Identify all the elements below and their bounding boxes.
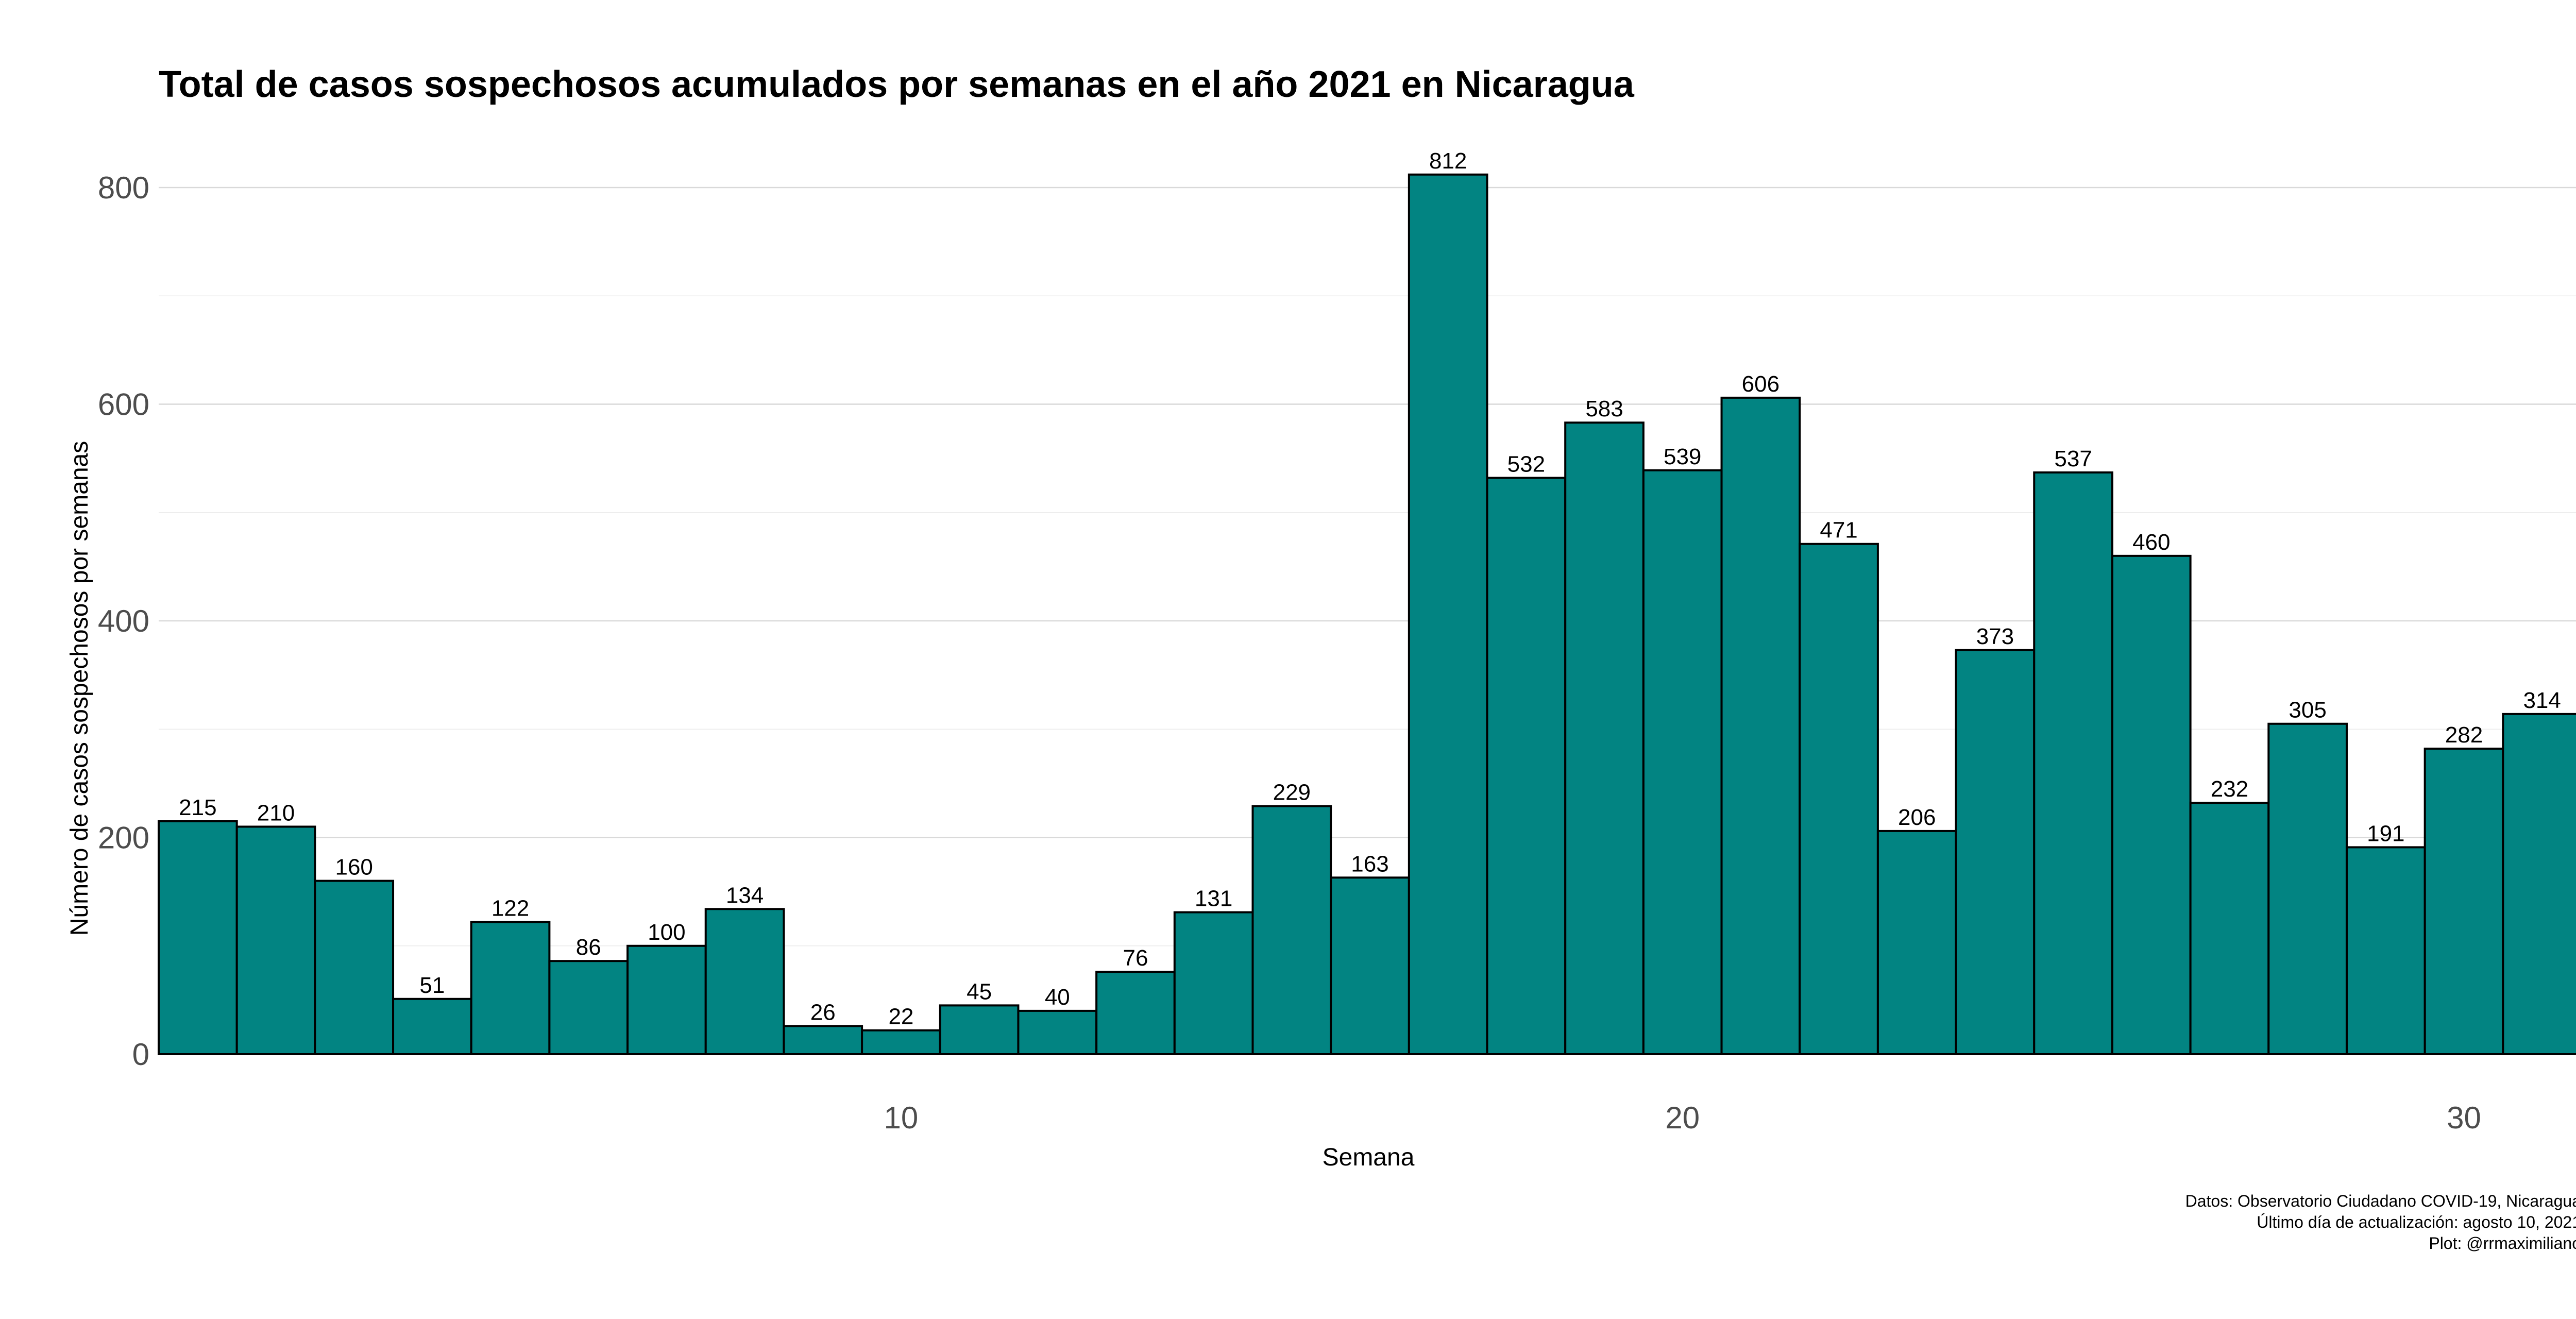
bar-value-label: 45 xyxy=(967,979,992,1004)
bar-week-14 xyxy=(1173,911,1254,1055)
bar-value-label: 86 xyxy=(576,935,601,960)
caption-line-1: Datos: Observatorio Ciudadano COVID-19, … xyxy=(2185,1192,2576,1210)
bar-value-label: 282 xyxy=(2445,722,2483,748)
bar-week-6 xyxy=(548,960,629,1056)
bar-week-4 xyxy=(392,997,472,1055)
bar-value-label: 131 xyxy=(1195,886,1232,911)
bar-week-22 xyxy=(1799,543,1879,1056)
bar-value-label: 51 xyxy=(419,973,445,998)
bar-week-23 xyxy=(1876,830,1957,1055)
bar-value-label: 460 xyxy=(2132,530,2170,555)
bar-week-1 xyxy=(158,820,238,1056)
bar-week-19 xyxy=(1564,421,1645,1055)
bar-value-label: 163 xyxy=(1351,851,1388,876)
bar-value-label: 305 xyxy=(2289,698,2326,723)
bar-week-15 xyxy=(1251,805,1332,1055)
bar-week-28 xyxy=(2267,722,2348,1056)
y-tick-label: 800 xyxy=(98,171,149,205)
bar-value-label: 373 xyxy=(1976,624,2014,649)
bar-value-label: 160 xyxy=(335,855,372,880)
bar-week-10 xyxy=(861,1029,941,1055)
bar-week-8 xyxy=(704,908,785,1055)
bar-week-7 xyxy=(626,944,707,1055)
bar-week-5 xyxy=(470,921,551,1055)
bar-value-label: 210 xyxy=(257,800,295,825)
bar-value-label: 606 xyxy=(1742,371,1780,397)
x-tick-label: 30 xyxy=(2447,1101,2481,1135)
bar-value-label: 76 xyxy=(1123,945,1148,971)
y-axis-title: Número de casos sospechosos por semanas xyxy=(66,441,93,936)
bar-week-13 xyxy=(1095,971,1176,1055)
bar-value-label: 812 xyxy=(1429,148,1467,174)
bar-week-12 xyxy=(1017,1009,1098,1056)
y-tick-label: 200 xyxy=(98,821,149,855)
bar-value-label: 206 xyxy=(1898,805,1936,830)
bar-week-27 xyxy=(2189,802,2270,1055)
bar-value-label: 22 xyxy=(888,1004,913,1029)
bar-week-16 xyxy=(1330,876,1410,1055)
bar-week-9 xyxy=(783,1025,863,1055)
caption-line-2: Último día de actualización: agosto 10, … xyxy=(2257,1213,2576,1231)
bar-week-18 xyxy=(1486,477,1567,1055)
bar-week-29 xyxy=(2345,846,2426,1055)
bar-value-label: 215 xyxy=(179,795,216,820)
bar-value-label: 26 xyxy=(810,1000,836,1025)
y-tick-label: 400 xyxy=(98,604,149,638)
caption-line-3: Plot: @rrmaximiliano xyxy=(2429,1234,2576,1253)
x-axis-title: Semana xyxy=(1323,1144,1415,1171)
bar-labels: 215 210 160 51 122 86 100 134 26 22 45 40 76 131 229 16… xyxy=(179,148,2561,1029)
bar-week-17 xyxy=(1408,173,1488,1055)
x-tick-label: 20 xyxy=(1665,1101,1700,1135)
bar-week-24 xyxy=(1955,649,2036,1055)
bar-value-label: 232 xyxy=(2211,776,2248,802)
bar-week-21 xyxy=(1720,396,1801,1055)
bar-week-20 xyxy=(1642,469,1723,1056)
bar-value-label: 229 xyxy=(1273,780,1311,805)
bar-week-3 xyxy=(314,880,395,1055)
bar-value-label: 122 xyxy=(492,895,529,921)
bar-value-label: 40 xyxy=(1045,985,1070,1010)
bar-value-label: 537 xyxy=(2054,446,2092,471)
bar-week-26 xyxy=(2111,554,2192,1055)
bar-value-label: 471 xyxy=(1820,518,1857,543)
chart-title: Total de casos sospechosos acumulados po… xyxy=(159,64,1635,105)
bar-week-11 xyxy=(939,1004,1020,1055)
x-tick-label: 10 xyxy=(884,1101,919,1135)
bar-week-25 xyxy=(2033,471,2113,1055)
bar-week-2 xyxy=(235,825,316,1055)
bar-value-label: 583 xyxy=(1585,396,1623,421)
bar-week-31 xyxy=(2502,713,2576,1055)
bar-week-30 xyxy=(2424,748,2504,1055)
bar-value-label: 134 xyxy=(726,883,764,908)
bar-value-label: 314 xyxy=(2523,688,2561,713)
bar-value-label: 539 xyxy=(1664,444,1701,469)
bars xyxy=(158,173,2576,1056)
y-axis: 0 200 400 600 800 xyxy=(98,171,149,1072)
y-tick-label: 0 xyxy=(132,1037,149,1072)
y-tick-label: 600 xyxy=(98,387,149,422)
bar-value-label: 191 xyxy=(2367,821,2404,846)
x-axis: 10 20 30 xyxy=(884,1101,2481,1135)
bar-value-label: 532 xyxy=(1507,451,1545,477)
bar-value-label: 100 xyxy=(648,920,685,945)
